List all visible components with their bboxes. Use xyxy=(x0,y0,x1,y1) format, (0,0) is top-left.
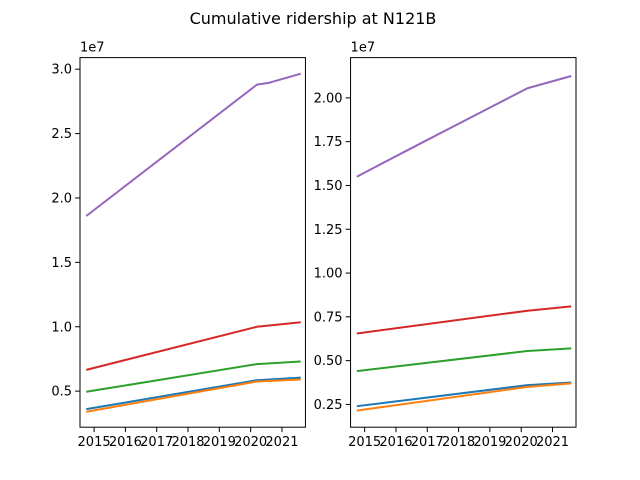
x-tick-label: 2019 xyxy=(473,435,506,450)
series-line-1 xyxy=(86,376,301,411)
y-tick-label: 1.25 xyxy=(314,223,343,238)
y-tick-label: 0.50 xyxy=(314,354,343,369)
y-axis-multiplier: 1e7 xyxy=(80,41,105,56)
y-tick-label: 1.75 xyxy=(314,135,343,150)
x-tick-label: 2016 xyxy=(379,435,412,450)
x-tick-label: 2020 xyxy=(505,435,538,450)
x-tick-label: 2021 xyxy=(265,435,298,450)
series-line-4 xyxy=(86,321,301,371)
axes-frame xyxy=(79,57,306,428)
x-tick-label: 2017 xyxy=(411,435,444,450)
y-tick-label: 0.25 xyxy=(314,398,343,413)
y-tick-label: 2.5 xyxy=(51,127,72,142)
y-tick-label: 1.50 xyxy=(314,179,343,194)
y-tick-label: 1.5 xyxy=(51,256,72,271)
series-line-2 xyxy=(356,382,572,412)
figure-title: Cumulative ridership at N121B xyxy=(190,9,437,28)
x-tick-label: 2015 xyxy=(348,435,381,450)
series-line-1 xyxy=(356,381,572,408)
x-tick-label: 2020 xyxy=(234,435,267,450)
series-line-3 xyxy=(356,347,572,373)
series-line-3 xyxy=(86,360,301,393)
x-tick-label: 2017 xyxy=(140,435,173,450)
series-line-5 xyxy=(85,72,302,217)
series-line-4 xyxy=(356,305,572,335)
series-line-2 xyxy=(86,378,301,413)
y-tick-label: 1.0 xyxy=(51,320,72,335)
y-tick-label: 2.00 xyxy=(314,91,343,106)
x-tick-label: 2021 xyxy=(536,435,569,450)
y-tick-label: 0.5 xyxy=(51,385,72,400)
x-tick-label: 2018 xyxy=(442,435,475,450)
series-line-5 xyxy=(356,75,572,178)
x-tick-label: 2015 xyxy=(78,435,111,450)
x-tick-label: 2019 xyxy=(203,435,236,450)
y-axis-multiplier: 1e7 xyxy=(351,41,376,56)
y-tick-label: 0.75 xyxy=(314,310,343,325)
axes-frame xyxy=(350,57,577,428)
y-tick-label: 1.00 xyxy=(314,267,343,282)
x-tick-label: 2018 xyxy=(171,435,204,450)
y-tick-label: 2.0 xyxy=(51,191,72,206)
y-tick-label: 3.0 xyxy=(51,63,72,78)
x-tick-label: 2016 xyxy=(109,435,142,450)
